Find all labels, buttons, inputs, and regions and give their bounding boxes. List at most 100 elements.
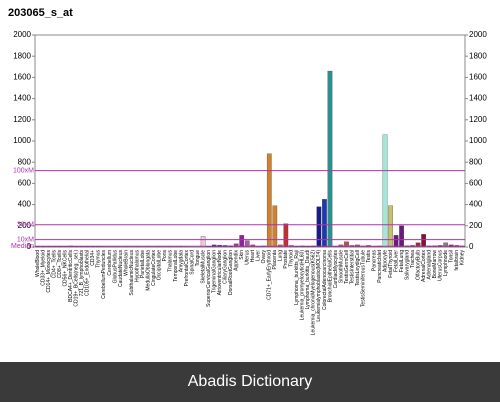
x-tick-label: Thymus bbox=[96, 250, 102, 268]
y2-tick-label: 1400 bbox=[469, 94, 487, 103]
bar bbox=[266, 153, 272, 248]
y2-tick-label: 1800 bbox=[469, 51, 487, 60]
y-tick-label: 200 bbox=[18, 221, 32, 230]
reference-label: 100xM bbox=[13, 168, 34, 175]
x-tick-label: ColorectalAdenocarcinoma bbox=[322, 250, 328, 310]
x-tick-label: Ovary bbox=[261, 250, 267, 264]
x-tick-label: CD34+ bbox=[90, 250, 96, 266]
y2-tick-label: 0 bbox=[469, 242, 474, 251]
x-tick-label: Appendix bbox=[234, 250, 240, 271]
x-tick-label: SuperiorCervicalGanglion bbox=[206, 250, 212, 307]
plot-frame bbox=[34, 34, 466, 248]
x-tick-label: fetalbrain bbox=[454, 250, 460, 271]
x-tick-label: OccipitalLobe bbox=[156, 250, 162, 281]
x-tick-label: AdrenalCortex bbox=[421, 250, 427, 282]
reference-label: Median bbox=[11, 243, 34, 250]
x-tick-label: TestisGermCell bbox=[344, 250, 350, 284]
x-tick-label: CaudateNucleus bbox=[118, 250, 124, 287]
x-tick-label: PrefrontalCortex bbox=[184, 250, 190, 287]
bar bbox=[239, 235, 245, 248]
x-tick-label: UterusCorpus bbox=[438, 250, 444, 281]
bar bbox=[399, 225, 404, 248]
x-tick-label: CD19+_BCells(neg._sel.) bbox=[74, 250, 80, 307]
x-tick-label: CD105+_Endothelial bbox=[85, 250, 91, 296]
x-tick-label: Skin bbox=[239, 250, 245, 260]
bar bbox=[244, 240, 250, 248]
x-tick-label: SkeletalMuscle bbox=[200, 250, 206, 284]
x-tick-label: Trachea bbox=[410, 250, 416, 268]
x-tick-label: Placenta bbox=[272, 250, 278, 270]
x-tick-label: BoneMarrow bbox=[432, 250, 438, 279]
y2-tick-label: 800 bbox=[469, 157, 483, 166]
x-tick-label: Tonsil bbox=[449, 250, 455, 263]
x-tick-label: Liver bbox=[256, 250, 262, 261]
y-tick-label: 1600 bbox=[13, 73, 31, 82]
y-tick-label: 1800 bbox=[13, 51, 31, 60]
x-tick-label: Heart bbox=[250, 249, 256, 262]
x-tick-label: Kidney bbox=[460, 250, 466, 266]
footer-band bbox=[0, 362, 500, 402]
x-tick-label: BDCA4+_DentriticCells bbox=[68, 250, 74, 302]
reference-label: 10xM bbox=[17, 236, 34, 243]
y-tick-label: 0 bbox=[27, 242, 32, 251]
y-tick-label: 1000 bbox=[13, 136, 31, 145]
x-tick-label: 721_B_lymphoblasts bbox=[79, 250, 85, 297]
x-tick-label: Leukemia_chronicMyelogenous(K562) bbox=[311, 250, 317, 336]
x-tick-label: TemporalLobe bbox=[173, 250, 179, 282]
y-tick-label: 800 bbox=[18, 157, 32, 166]
x-tick-label: TestisLeydigCell bbox=[355, 250, 361, 286]
x-tick-label: AtrioventricularNode bbox=[217, 250, 223, 296]
bar bbox=[200, 236, 206, 248]
x-tick-label: CiliaryGanglion bbox=[223, 250, 229, 284]
x-tick-label: Lung bbox=[278, 250, 284, 261]
x-tick-label: SmoothMuscle bbox=[338, 250, 344, 283]
x-tick-label: CerebellumPeduncles bbox=[101, 250, 107, 299]
bar bbox=[421, 234, 427, 248]
x-tick-label: CD4+_Tcells bbox=[52, 250, 58, 279]
x-tick-label: SubthalamicNucleus bbox=[129, 250, 135, 296]
x-tick-label: Thalamus bbox=[167, 250, 173, 272]
x-tick-label: MedullaOblongata bbox=[145, 250, 151, 291]
x-tick-label: FetalThyroid bbox=[388, 250, 394, 278]
bar bbox=[388, 205, 393, 248]
footer-text: Abadis Dictionary bbox=[188, 373, 313, 390]
x-tick-label: Lymphoma_burkitts_Daudi bbox=[305, 250, 311, 309]
x-tick-label: WholeBrain bbox=[123, 250, 129, 276]
x-tick-label: Leukemialymphoblastic(MOLT4) bbox=[316, 250, 322, 322]
x-tick-label: GlobusPallidus bbox=[112, 250, 118, 284]
x-tick-label: Pons bbox=[162, 250, 168, 262]
x-tick-label: DorsalRootGanglion bbox=[228, 250, 234, 295]
x-tick-label: CD56+_NKCells bbox=[63, 250, 69, 287]
bar bbox=[316, 206, 322, 248]
bar bbox=[344, 241, 349, 248]
bar bbox=[415, 242, 421, 248]
bar bbox=[283, 223, 289, 248]
x-tick-label: CardiacMyocytes bbox=[333, 250, 339, 289]
y2-tick-label: 400 bbox=[469, 200, 483, 209]
x-tick-label: SpinalCord bbox=[189, 250, 195, 275]
x-tick-label: CingulateCortex bbox=[151, 250, 157, 286]
chart-title: 203065_s_at bbox=[8, 7, 73, 19]
x-tick-label: CD71+_EarlyErythroid bbox=[267, 250, 273, 300]
x-tick-label: Tongue bbox=[195, 250, 201, 267]
x-tick-label: TestisInterstitial bbox=[349, 250, 355, 284]
x-tick-label: ParietalLobe bbox=[140, 250, 146, 278]
y2-tick-label: 2000 bbox=[469, 30, 487, 39]
y-tick-label: 1400 bbox=[13, 94, 31, 103]
x-tick-label: CD33+_Myeloid bbox=[41, 250, 47, 286]
y2-tick-label: 600 bbox=[469, 179, 483, 188]
x-tick-label: BronchialEpithelialCells bbox=[327, 250, 333, 303]
bar bbox=[233, 243, 239, 248]
x-tick-label: Adipocyte bbox=[382, 250, 388, 272]
x-tick-label: Uterus bbox=[245, 250, 251, 265]
y2-tick-label: 1600 bbox=[469, 73, 487, 82]
bar bbox=[393, 235, 399, 248]
bar bbox=[272, 205, 278, 248]
x-tick-label: Amygdala bbox=[178, 250, 184, 272]
x-tick-label: Hypothalamus bbox=[134, 250, 140, 282]
x-tick-label: CD14+_Monocytes bbox=[46, 250, 52, 293]
x-tick-label: Leukemia_promyelocytic(HL60) bbox=[300, 250, 306, 321]
x-tick-label: Lymphnode bbox=[443, 250, 449, 276]
y-tick-label: 1200 bbox=[13, 115, 31, 124]
